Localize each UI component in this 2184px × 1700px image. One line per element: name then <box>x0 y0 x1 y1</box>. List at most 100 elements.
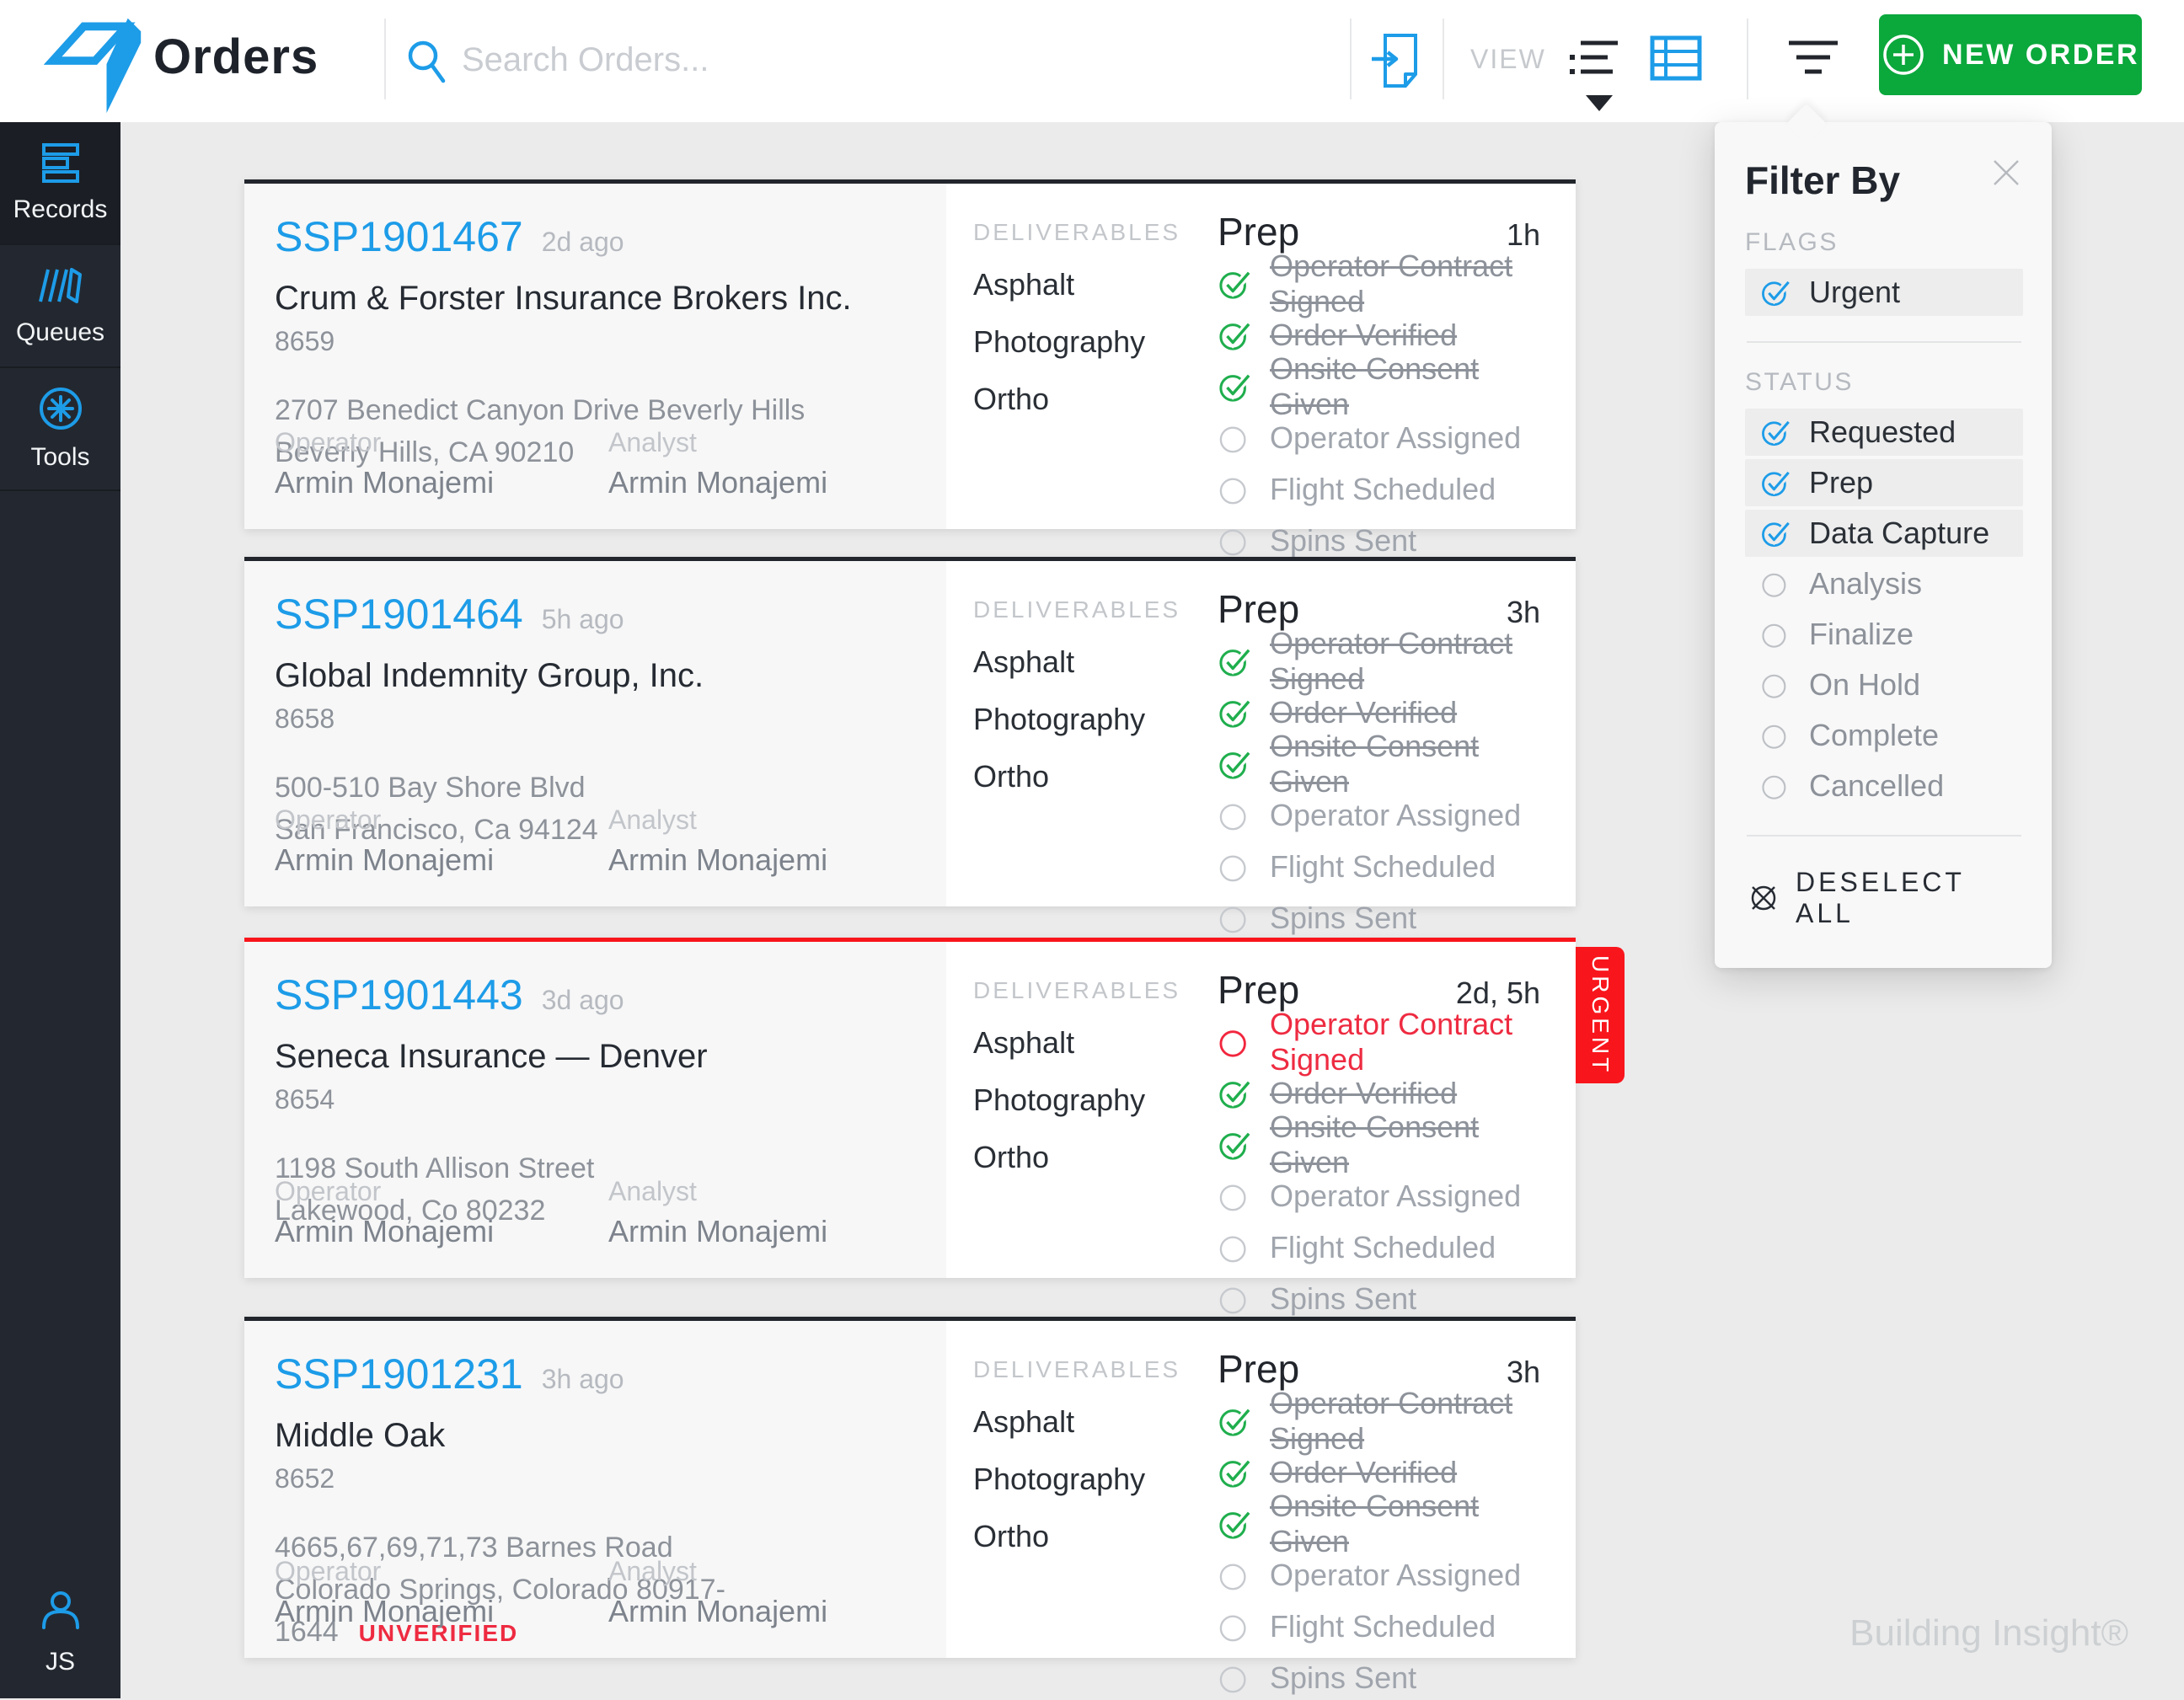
divider <box>1350 19 1352 99</box>
page-title: Orders <box>153 29 319 84</box>
sidebar-item-tools[interactable]: Tools <box>0 368 120 491</box>
order-id-link[interactable]: SSP1901443 <box>275 971 523 1018</box>
search-input[interactable] <box>462 30 1001 89</box>
order-status-pane: DELIVERABLES Asphalt Photography Ortho P… <box>946 942 1625 1316</box>
filter-option-analysis[interactable]: Analysis <box>1745 560 2023 607</box>
checklist-item[interactable]: Operator Assigned <box>1218 1173 1540 1218</box>
order-card[interactable]: SSP1901231 3h ago Middle Oak 8652 4665,6… <box>244 1317 1576 1695</box>
operator-name: Armin Monajemi <box>275 1594 495 1628</box>
checklist-item[interactable]: Operator Contract Signed <box>1218 626 1540 696</box>
filter-option-complete[interactable]: Complete <box>1745 712 2023 759</box>
urgent-flag[interactable]: URGENT <box>1576 947 1625 1083</box>
stage-name: Prep <box>1218 968 1300 1012</box>
order-age: 2d ago <box>541 227 624 257</box>
new-order-label: NEW ORDER <box>1941 38 2140 71</box>
new-order-button[interactable]: NEW ORDER <box>1879 14 2142 95</box>
order-id-link[interactable]: SSP1901231 <box>275 1350 523 1398</box>
checklist-item[interactable]: Onsite Consent Given <box>1218 729 1540 799</box>
company-name: Global Indemnity Group, Inc. <box>275 657 704 694</box>
analyst-field: Analyst Armin Monajemi <box>608 805 942 878</box>
stage-checklist: Prep 1h Operator Contract Signed Order V… <box>1218 209 1540 563</box>
filter-option-cancelled[interactable]: Cancelled <box>1745 762 2023 810</box>
checklist-item[interactable]: Flight Scheduled <box>1218 467 1540 511</box>
check-circle-icon <box>1218 1457 1253 1489</box>
filter-icon[interactable] <box>1787 37 1839 79</box>
filter-option-requested[interactable]: Requested <box>1745 409 2023 456</box>
user-initials: JS <box>45 1648 75 1676</box>
analyst-name: Armin Monajemi <box>608 1214 828 1248</box>
checklist-item[interactable]: Flight Scheduled <box>1218 1225 1540 1270</box>
checklist-item[interactable]: Onsite Consent Given <box>1218 1109 1540 1179</box>
sidebar-item-queues[interactable]: Queues <box>0 245 120 368</box>
operator-field: Operator Armin Monajemi <box>275 1556 608 1629</box>
deliverables-list: DELIVERABLES Asphalt Photography Ortho <box>973 219 1181 416</box>
list-view-icon[interactable] <box>1569 37 1621 79</box>
export-document-icon[interactable] <box>1372 30 1424 91</box>
checklist-item[interactable]: Operator Assigned <box>1218 1553 1540 1597</box>
order-id-link[interactable]: SSP1901467 <box>275 213 523 260</box>
checklist-item[interactable]: Spins Sent <box>1218 1655 1540 1700</box>
filter-option-data-capture[interactable]: Data Capture <box>1745 510 2023 557</box>
caret-down-icon[interactable] <box>1586 95 1613 111</box>
order-status-pane: DELIVERABLES Asphalt Photography Ortho P… <box>946 1321 1576 1695</box>
checklist-item[interactable]: Order Verified <box>1218 1071 1540 1115</box>
stage-time: 2d, 5h <box>1455 976 1540 1010</box>
sidebar-item-records[interactable]: Records <box>0 122 120 245</box>
user-avatar[interactable]: JS <box>0 1590 120 1676</box>
urgent-flag-label: URGENT <box>1587 954 1614 1076</box>
order-address: 2707 Benedict Canyon Drive Beverly Hills… <box>275 394 806 468</box>
checklist-item[interactable]: Operator Assigned <box>1218 793 1540 837</box>
close-icon[interactable] <box>1989 156 2023 190</box>
order-id-link[interactable]: SSP1901464 <box>275 591 523 638</box>
unverified-badge: UNVERIFIED <box>358 1620 519 1646</box>
check-circle-icon <box>1760 569 1792 599</box>
checklist-item[interactable]: Spins Sent <box>1218 518 1540 563</box>
analyst-name: Armin Monajemi <box>608 1594 828 1628</box>
check-circle-icon <box>1218 902 1253 934</box>
deliverable: Photography <box>973 1462 1146 1496</box>
table-view-icon[interactable] <box>1650 35 1702 81</box>
check-circle-icon <box>1218 371 1253 403</box>
user-icon <box>40 1590 82 1629</box>
checklist-item[interactable]: Operator Assigned <box>1218 415 1540 460</box>
view-label: VIEW <box>1470 44 1546 74</box>
divider <box>1747 341 2021 343</box>
check-circle-icon <box>1218 1283 1253 1315</box>
filter-option-prep[interactable]: Prep <box>1745 459 2023 506</box>
checklist-item[interactable]: Order Verified <box>1218 1450 1540 1494</box>
company-name: Crum & Forster Insurance Brokers Inc. <box>275 280 852 317</box>
checklist-item[interactable]: Operator Contract Signed <box>1218 249 1540 318</box>
checklist-item[interactable]: Spins Sent <box>1218 895 1540 940</box>
order-card[interactable]: SSP1901464 5h ago Global Indemnity Group… <box>244 557 1576 935</box>
sidebar: Records Queues Tools <box>0 122 120 1698</box>
filter-option-on-hold[interactable]: On Hold <box>1745 661 2023 708</box>
check-circle-icon <box>1760 277 1792 307</box>
checklist-item[interactable]: Onsite Consent Given <box>1218 1489 1540 1558</box>
checklist-item[interactable]: Order Verified <box>1218 313 1540 357</box>
operator-field: Operator Armin Monajemi <box>275 805 608 878</box>
checklist-item[interactable]: Order Verified <box>1218 690 1540 735</box>
sidebar-item-label: Tools <box>30 443 90 471</box>
order-card[interactable]: SSP1901467 2d ago Crum & Forster Insuran… <box>244 179 1576 558</box>
checklist-item[interactable]: Operator Contract Signed <box>1218 1007 1540 1077</box>
divider <box>1747 835 2021 837</box>
deselect-all-button[interactable]: DESELECT ALL <box>1745 867 2023 929</box>
operator-field: Operator Armin Monajemi <box>275 1176 608 1249</box>
checklist-item[interactable]: Spins Sent <box>1218 1276 1540 1321</box>
deselect-icon <box>1748 883 1779 913</box>
checklist-item[interactable]: Operator Contract Signed <box>1218 1386 1540 1456</box>
filter-option-urgent[interactable]: Urgent <box>1745 269 2023 316</box>
app-header: Orders VIEW <box>0 0 2184 122</box>
queues-icon <box>37 265 84 307</box>
check-circle-icon <box>1218 697 1253 729</box>
checklist-item[interactable]: Flight Scheduled <box>1218 844 1540 889</box>
deliverables-list: DELIVERABLES Asphalt Photography Ortho <box>973 977 1181 1174</box>
check-circle-icon <box>1218 851 1253 883</box>
order-status-pane: DELIVERABLES Asphalt Photography Ortho P… <box>946 184 1576 558</box>
checklist-item[interactable]: Flight Scheduled <box>1218 1604 1540 1649</box>
checklist-item[interactable]: Onsite Consent Given <box>1218 351 1540 421</box>
check-circle-icon <box>1218 645 1253 677</box>
filter-option-finalize[interactable]: Finalize <box>1745 611 2023 658</box>
deliverables-list: DELIVERABLES Asphalt Photography Ortho <box>973 1356 1181 1553</box>
order-card[interactable]: SSP1901443 3d ago Seneca Insurance — Den… <box>244 938 1625 1316</box>
